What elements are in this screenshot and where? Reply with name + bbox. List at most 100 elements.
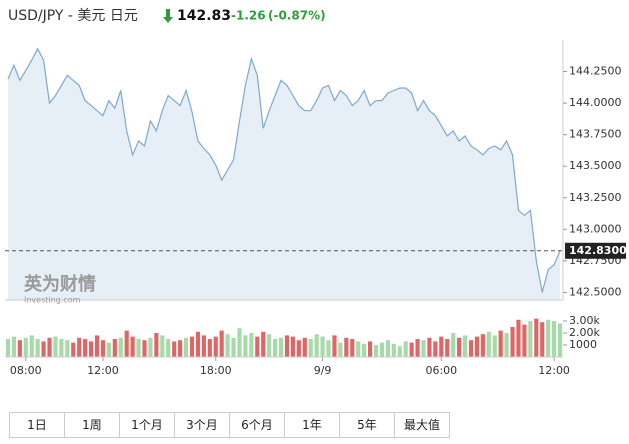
- range-button[interactable]: 6个月: [229, 412, 285, 438]
- range-button[interactable]: 3个月: [174, 412, 230, 438]
- volume-bar: [326, 340, 331, 357]
- y-tick-label: 144.0000: [569, 96, 622, 109]
- volume-bar: [528, 321, 533, 357]
- volume-bar: [344, 337, 349, 357]
- volume-bar: [498, 330, 503, 357]
- volume-bar: [255, 336, 260, 357]
- volume-tick-label: 3.00k: [569, 314, 600, 327]
- down-arrow: [163, 9, 173, 23]
- volume-bar: [172, 341, 177, 357]
- x-tick-label: 9/9: [314, 364, 332, 377]
- volume-bar: [397, 346, 402, 357]
- volume-bar: [415, 339, 420, 357]
- volume-bar: [166, 339, 171, 357]
- volume-bar: [462, 335, 468, 357]
- volume-bar: [522, 324, 527, 357]
- volume-bar: [106, 342, 111, 357]
- volume-bar: [124, 330, 129, 357]
- volume-bar: [41, 341, 46, 357]
- volume-bar: [100, 340, 106, 357]
- y-tick-label: 143.0000: [569, 222, 622, 235]
- volume-bar: [154, 333, 159, 357]
- range-button[interactable]: 最大值: [394, 412, 450, 438]
- range-button[interactable]: 1个月: [119, 412, 175, 438]
- volume-bar: [510, 327, 515, 357]
- volume-bar: [17, 340, 22, 357]
- range-button[interactable]: 1年: [284, 412, 340, 438]
- volume-bar: [136, 339, 141, 357]
- volume-bar: [195, 331, 201, 357]
- range-button[interactable]: 5年: [339, 412, 395, 438]
- volume-bar: [201, 335, 206, 357]
- volume-bar: [486, 331, 491, 357]
- plot: 144.2500 144.0000 143.7500 143.5000 143.2500…: [5, 40, 627, 377]
- volume-bar: [219, 330, 224, 357]
- volume-bar: [94, 335, 100, 357]
- volume-bar: [118, 337, 123, 357]
- volume-bar: [243, 335, 248, 357]
- volume-bar: [367, 341, 373, 357]
- price: 142.83: [177, 8, 231, 24]
- volume-bar: [35, 339, 40, 357]
- volume-tick-label: 1000: [569, 338, 597, 351]
- volume-bar: [546, 319, 551, 357]
- volume-bar: [302, 337, 307, 357]
- volume-bar: [308, 339, 313, 357]
- range-button[interactable]: 1周: [64, 412, 120, 438]
- volume-bar: [77, 337, 82, 357]
- volume-bar: [225, 334, 230, 357]
- volume-bar: [492, 335, 497, 357]
- volume-bar: [427, 337, 432, 357]
- volume-bar: [356, 341, 361, 357]
- price-area: [7, 48, 561, 300]
- volume-bar: [439, 336, 444, 357]
- volume-bar: [379, 342, 385, 357]
- volume-bar: [433, 341, 438, 357]
- volume-bar: [457, 337, 462, 357]
- volume-bar: [207, 339, 212, 357]
- y-tick-label: 143.5000: [569, 159, 622, 172]
- y-tick-label: 142.5000: [569, 285, 622, 298]
- volume-bar: [373, 345, 379, 357]
- volume-bar: [130, 336, 135, 357]
- volume-bar: [267, 334, 272, 357]
- range-button[interactable]: 1日: [9, 412, 65, 438]
- x-tick-label: 06:00: [425, 364, 457, 377]
- volume-bar: [534, 318, 539, 357]
- symbol: USD/JPY - 美元 日元: [8, 8, 138, 24]
- volume-bar: [468, 340, 474, 357]
- volume-bar: [59, 339, 64, 357]
- volume-bar: [237, 328, 242, 357]
- volume-bar: [142, 340, 147, 357]
- chart: USD/JPY - 美元 日元 142.83 -1.26 (-0.87%) 14…: [5, 8, 627, 377]
- watermark-en: Investing.com: [24, 296, 81, 305]
- volume-bar: [474, 336, 480, 357]
- x-tick-label: 12:00: [87, 364, 119, 377]
- volume-bar: [284, 335, 290, 357]
- volume-bar: [148, 337, 153, 357]
- volume-bar: [516, 319, 521, 357]
- volume-bar: [540, 322, 545, 357]
- volume-bar: [29, 335, 34, 357]
- volume-bar: [65, 340, 70, 357]
- price-line: [7, 47, 561, 293]
- volume-bar: [320, 336, 325, 357]
- volume-bar: [213, 336, 218, 357]
- volume-bar: [391, 343, 396, 357]
- current-price-box: [565, 242, 626, 259]
- volume-bar: [332, 335, 337, 357]
- volume-bar: [5, 339, 11, 357]
- volume-bar: [183, 337, 189, 357]
- volume-bar: [112, 339, 117, 357]
- volume-bar: [160, 335, 165, 357]
- volume-bar: [189, 336, 195, 357]
- volume-bar: [47, 337, 52, 357]
- volume-bar: [178, 340, 183, 357]
- volume-bar: [71, 342, 76, 357]
- volume-bar: [273, 339, 278, 357]
- current-price-label: 142.8300: [569, 244, 627, 257]
- y-tick-label: 143.7500: [569, 128, 622, 141]
- change-pct: (-0.87%): [268, 9, 326, 23]
- volume-bar: [338, 342, 343, 357]
- x-tick-label: 18:00: [200, 364, 232, 377]
